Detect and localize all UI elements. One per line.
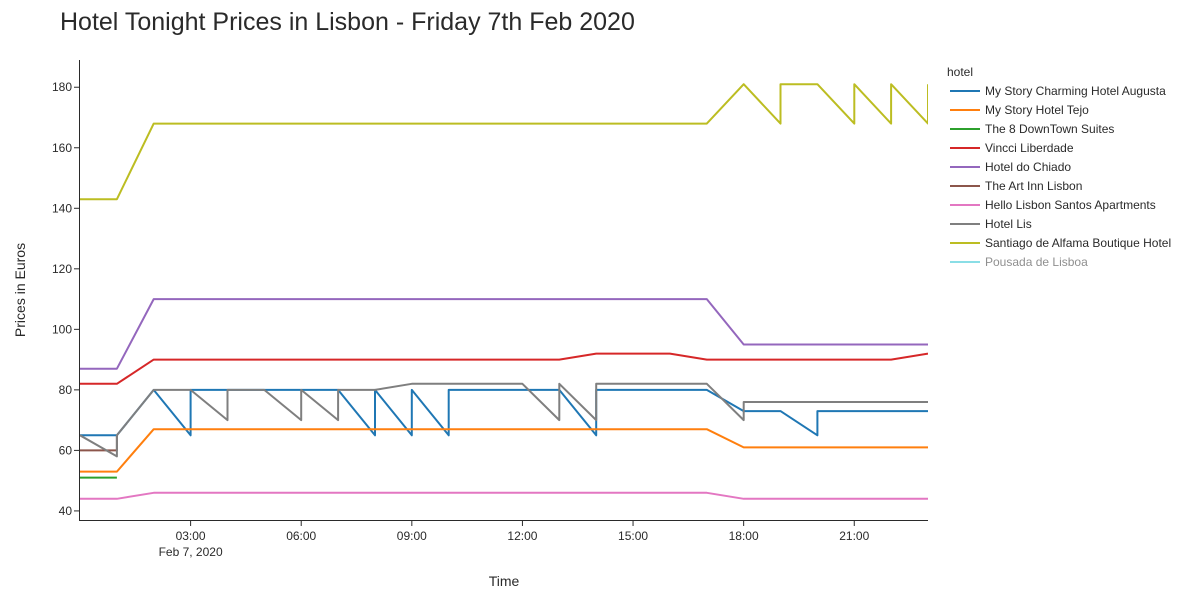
x-tick-sublabel: Feb 7, 2020 — [159, 545, 223, 559]
legend-items: My Story Charming Hotel Augusta My Story … — [950, 84, 1171, 269]
legend-item[interactable]: Hotel Lis — [950, 217, 1032, 231]
y-tick-label: 140 — [52, 201, 72, 215]
legend-item[interactable]: My Story Hotel Tejo — [950, 103, 1089, 117]
x-ticks: 03:00 Feb 7, 2020 06:00 09:00 12:00 15:00 18:0… — [159, 520, 870, 559]
x-tick-label: 12:00 — [507, 529, 537, 543]
legend-item[interactable]: Vincci Liberdade — [950, 141, 1074, 155]
legend-title: hotel — [947, 65, 973, 79]
legend: hotel My Story Charming Hotel AugustaMy … — [947, 65, 1171, 269]
legend-label: Hello Lisbon Santos Apartments — [985, 198, 1156, 212]
y-tick-label: 80 — [59, 383, 73, 397]
y-ticks: 40 60 80 100 120 140 160 180 — [52, 80, 80, 518]
series-line-6 — [80, 491, 928, 500]
axes: 40 60 80 100 120 140 160 180 03:00 Feb 7, 2020 06… — [52, 60, 928, 559]
legend-label: Vincci Liberdade — [985, 141, 1074, 155]
legend-label: Pousada de Lisboa — [985, 255, 1088, 269]
x-tick-label: 15:00 — [618, 529, 648, 543]
legend-label: Hotel Lis — [985, 217, 1032, 231]
y-tick-label: 60 — [59, 443, 73, 457]
legend-item[interactable]: Hotel do Chiado — [950, 160, 1071, 174]
chart-title: Hotel Tonight Prices in Lisbon - Friday … — [60, 8, 635, 36]
plot-area — [80, 83, 928, 500]
series-line-7 — [80, 382, 928, 458]
x-tick-label: 18:00 — [729, 529, 759, 543]
legend-item[interactable]: My Story Charming Hotel Augusta — [950, 84, 1166, 98]
legend-label: My Story Hotel Tejo — [985, 103, 1089, 117]
x-tick-label: 09:00 — [397, 529, 427, 543]
legend-label: Santiago de Alfama Boutique Hotel — [985, 236, 1171, 250]
x-tick-label: 21:00 — [839, 529, 869, 543]
series-line-0 — [80, 388, 928, 437]
series-line-1 — [80, 428, 928, 473]
legend-label: Hotel do Chiado — [985, 160, 1071, 174]
legend-item[interactable]: Hello Lisbon Santos Apartments — [950, 198, 1156, 212]
x-tick-label: 03:00 — [176, 529, 206, 543]
series-lines — [80, 83, 928, 500]
x-axis-label: Time — [489, 573, 520, 589]
y-tick-label: 160 — [52, 141, 72, 155]
y-tick-label: 120 — [52, 262, 72, 276]
legend-item[interactable]: The Art Inn Lisbon — [950, 179, 1082, 193]
y-axis-label: Prices in Euros — [12, 243, 28, 337]
series-line-8 — [80, 83, 928, 201]
y-tick-label: 40 — [59, 504, 73, 518]
legend-label: The 8 DownTown Suites — [985, 122, 1114, 136]
y-tick-label: 180 — [52, 80, 72, 94]
legend-item[interactable]: Pousada de Lisboa — [950, 255, 1088, 269]
legend-label: My Story Charming Hotel Augusta — [985, 84, 1166, 98]
series-line-4 — [80, 298, 928, 370]
series-line-3 — [80, 352, 928, 385]
y-tick-label: 100 — [52, 322, 72, 336]
legend-label: The Art Inn Lisbon — [985, 179, 1082, 193]
legend-item[interactable]: Santiago de Alfama Boutique Hotel — [950, 236, 1171, 250]
x-tick-label: 06:00 — [286, 529, 316, 543]
legend-item[interactable]: The 8 DownTown Suites — [950, 122, 1114, 136]
